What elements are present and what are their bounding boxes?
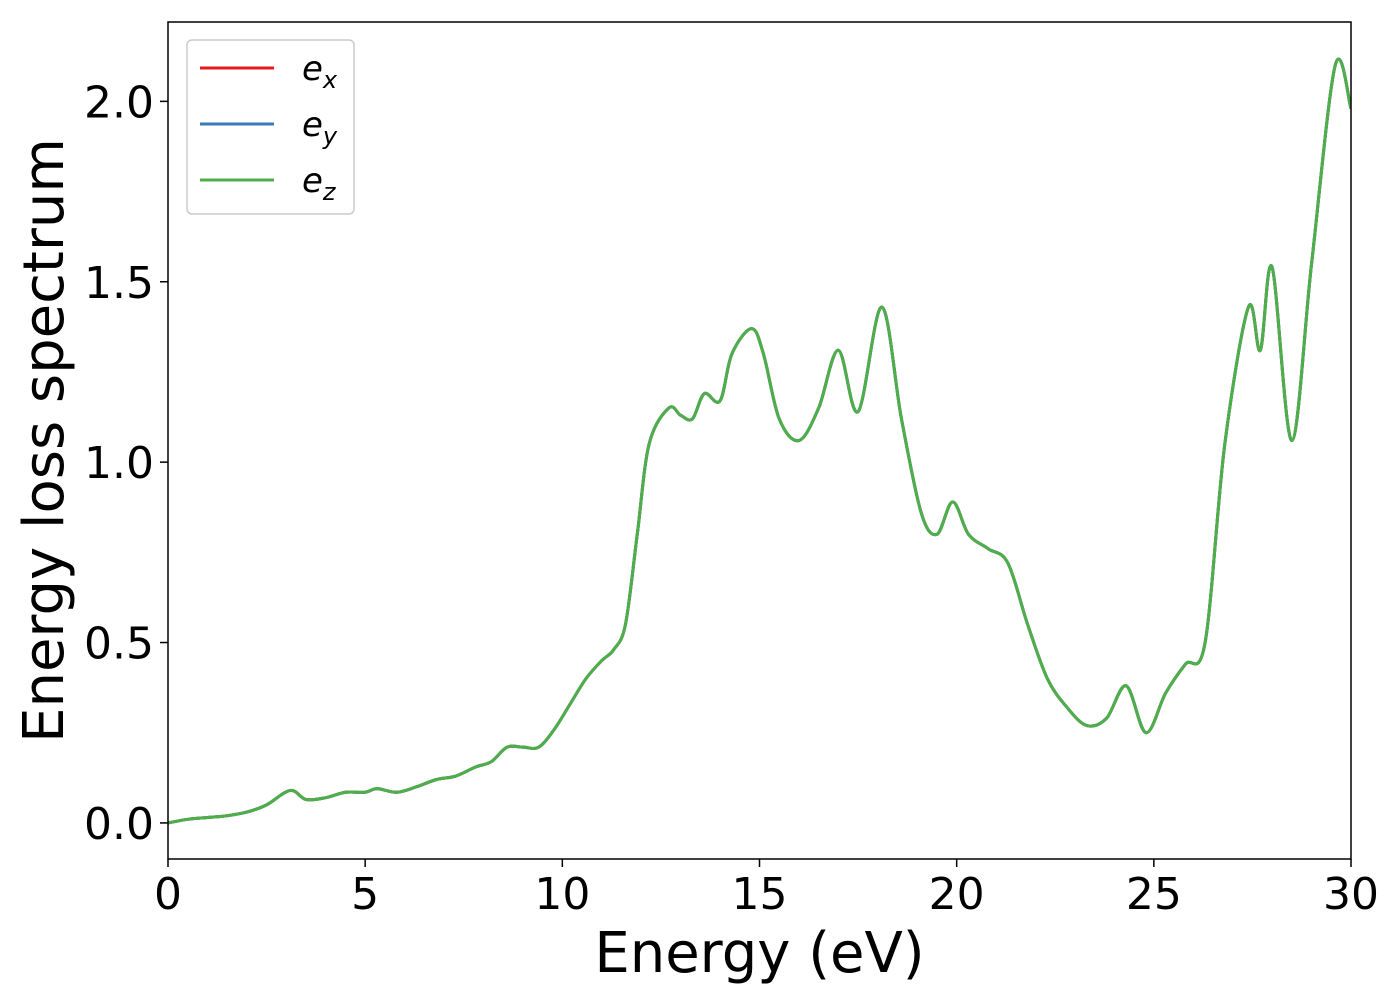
y-axis-ticks: 0.0 0.5 1.0 1.5 2.0 <box>84 77 168 850</box>
x-axis-label: Energy (eV) <box>594 921 924 986</box>
y-tick-label: 0.5 <box>84 619 154 670</box>
x-tick-label: 5 <box>351 869 379 920</box>
series-line-e_z <box>168 57 1351 825</box>
legend: ex ey ez <box>186 39 355 215</box>
series-layer <box>168 57 1351 825</box>
x-tick-label: 30 <box>1323 869 1379 920</box>
x-tick-label: 25 <box>1126 869 1182 920</box>
y-axis-label: Energy loss spectrum <box>12 138 77 743</box>
legend-label-e_y: ey <box>302 105 338 150</box>
legend-label-e_x: ex <box>302 49 338 94</box>
x-axis-ticks: 0 5 10 15 20 25 30 <box>154 859 1379 920</box>
x-tick-label: 15 <box>732 869 788 920</box>
y-tick-label: 2.0 <box>84 77 154 128</box>
x-tick-label: 0 <box>154 869 182 920</box>
legend-box <box>186 39 355 215</box>
y-tick-label: 0.0 <box>84 799 154 850</box>
legend-label-e_z: ez <box>302 161 337 206</box>
y-tick-label: 1.0 <box>84 438 154 489</box>
x-tick-label: 10 <box>534 869 590 920</box>
x-tick-label: 20 <box>929 869 985 920</box>
y-tick-label: 1.5 <box>84 258 154 309</box>
